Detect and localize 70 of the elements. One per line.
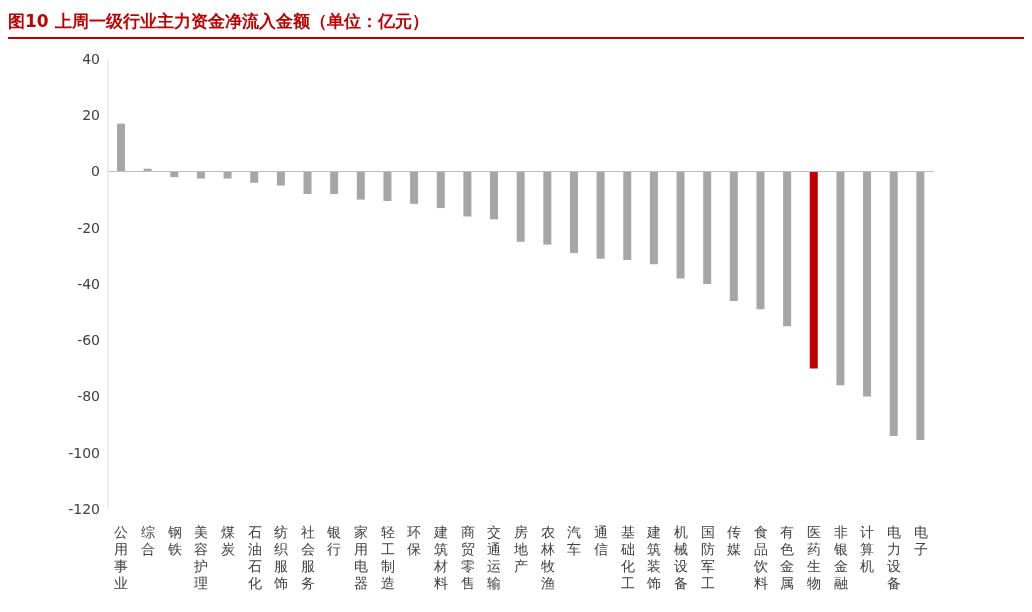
bar bbox=[836, 171, 845, 386]
bar bbox=[436, 171, 445, 209]
bar bbox=[490, 171, 499, 220]
x-tick-label: 基础化工 bbox=[619, 524, 635, 591]
x-tick-label: 银行 bbox=[326, 524, 342, 557]
x-tick-label: 计算机 bbox=[860, 524, 875, 574]
bar bbox=[117, 123, 125, 172]
x-tick-label: 商贸零售 bbox=[460, 524, 475, 591]
x-tick-label: 医药生物 bbox=[807, 524, 822, 591]
x-tick-label: 交通运输 bbox=[487, 524, 502, 591]
bar bbox=[729, 171, 738, 301]
x-tick-label: 农林牧渔 bbox=[539, 524, 555, 591]
x-tick-label: 传媒 bbox=[727, 524, 742, 557]
bar bbox=[223, 171, 232, 179]
y-tick-label: -20 bbox=[77, 219, 100, 236]
y-tick-label: 0 bbox=[91, 163, 100, 180]
y-tick-label: -40 bbox=[77, 275, 100, 292]
x-tick-label: 家用电器 bbox=[354, 524, 369, 591]
bar bbox=[889, 171, 898, 436]
x-tick-label: 美容护理 bbox=[193, 524, 209, 591]
x-tick-label: 非银金融 bbox=[832, 524, 848, 591]
x-tick-label: 国防军工 bbox=[700, 524, 715, 591]
x-tick-label: 通信 bbox=[593, 524, 608, 557]
x-tick-label: 房地产 bbox=[513, 524, 528, 574]
y-tick-label: 20 bbox=[82, 107, 100, 124]
bar bbox=[809, 171, 818, 369]
bar bbox=[250, 171, 259, 183]
bar bbox=[356, 171, 365, 200]
bar bbox=[649, 171, 658, 265]
bar bbox=[383, 171, 392, 202]
y-tick-label: -80 bbox=[77, 388, 100, 405]
bar bbox=[410, 171, 419, 204]
x-tick-label: 食品饮料 bbox=[752, 524, 768, 591]
bar bbox=[676, 171, 685, 279]
y-tick-label: 40 bbox=[82, 50, 100, 67]
bar bbox=[463, 171, 472, 217]
bar bbox=[196, 171, 205, 179]
x-tick-label: 机械设备 bbox=[673, 524, 688, 591]
x-tick-label: 公用事业 bbox=[114, 524, 129, 591]
bar bbox=[516, 171, 525, 242]
x-tick-label: 有色金属 bbox=[780, 524, 795, 591]
x-tick-label: 综合 bbox=[140, 524, 155, 557]
bar bbox=[756, 171, 765, 310]
bar bbox=[596, 171, 605, 259]
y-tick-label: -60 bbox=[77, 332, 100, 349]
bar bbox=[330, 171, 339, 194]
bar bbox=[783, 171, 792, 327]
x-tick-label: 汽车 bbox=[567, 524, 582, 557]
bar bbox=[303, 171, 312, 194]
chart-title: 图10 上周一级行业主力资金净流入金额（单位：亿元） bbox=[8, 8, 1024, 39]
x-tick-label: 煤炭 bbox=[220, 524, 235, 557]
x-tick-label: 轻工制造 bbox=[380, 524, 395, 591]
x-tick-label: 社会服务 bbox=[300, 524, 315, 591]
x-tick-label: 石油石化 bbox=[247, 524, 262, 591]
x-tick-label: 建筑材料 bbox=[433, 524, 449, 591]
bar bbox=[703, 171, 712, 284]
bar bbox=[569, 171, 578, 254]
x-tick-label: 钢铁 bbox=[166, 524, 182, 557]
x-tick-label: 纺织服饰 bbox=[273, 524, 289, 591]
bar bbox=[543, 171, 552, 245]
bar bbox=[623, 171, 632, 261]
x-tick-label: 电力设备 bbox=[887, 524, 902, 591]
y-tick-label: -120 bbox=[68, 500, 100, 517]
bar bbox=[863, 171, 872, 397]
x-tick-label: 电子 bbox=[913, 524, 928, 557]
bar bbox=[276, 171, 285, 186]
x-tick-label: 环保 bbox=[407, 524, 422, 557]
x-tick-label: 建筑装饰 bbox=[646, 524, 662, 591]
y-tick-label: -100 bbox=[68, 444, 100, 461]
bar bbox=[916, 171, 925, 441]
